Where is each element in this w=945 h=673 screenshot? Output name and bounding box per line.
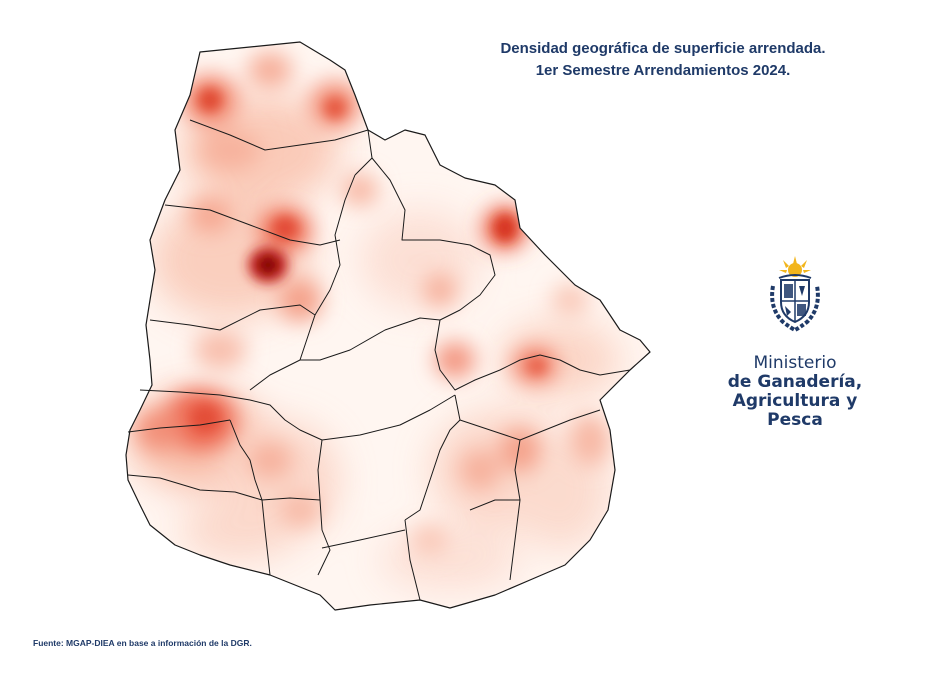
title-line-1: Densidad geográfica de superficie arrend…	[500, 40, 826, 57]
map-title: Densidad geográfica de superficie arrend…	[448, 38, 878, 82]
department-borders	[125, 41, 651, 611]
ministry-logo: Ministerio de Ganadería, Agricultura y P…	[705, 256, 885, 430]
source-note: Fuente: MGAP-DIEA en base a información …	[33, 638, 252, 648]
ministry-line-3: Agricultura y Pesca	[732, 391, 858, 430]
heat-layer	[126, 42, 650, 610]
title-line-2: 1er Semestre Arrendamientos 2024.	[535, 62, 791, 79]
ministry-line-1: Ministerio	[753, 353, 837, 373]
uruguay-coat-of-arms-icon	[770, 256, 820, 333]
ministry-line-2: de Ganadería,	[727, 372, 863, 392]
